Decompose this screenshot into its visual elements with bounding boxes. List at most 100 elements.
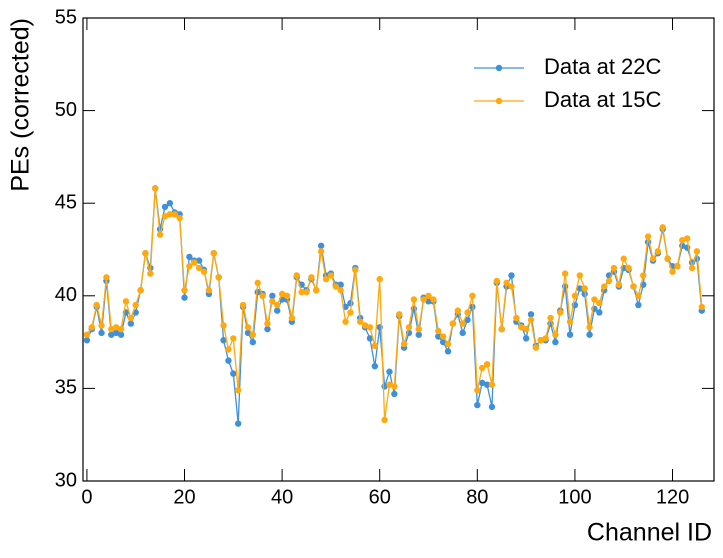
data-point <box>444 340 452 348</box>
data-point <box>444 348 452 355</box>
data-point <box>186 262 193 270</box>
legend-label: Data at 22C <box>544 54 662 79</box>
data-point <box>391 383 398 390</box>
data-point <box>674 262 681 270</box>
data-point <box>152 185 159 192</box>
data-point <box>361 322 369 329</box>
data-point <box>132 301 139 309</box>
data-point <box>576 272 583 279</box>
data-point <box>654 248 662 255</box>
x-axis-label: Channel ID <box>587 519 712 547</box>
data-point <box>561 270 569 277</box>
data-point <box>586 324 593 331</box>
x-tick-label: 80 <box>466 486 488 508</box>
data-point <box>117 325 125 333</box>
data-point <box>527 311 535 318</box>
data-point <box>425 298 432 305</box>
data-point <box>274 301 281 309</box>
data-point <box>103 274 110 281</box>
data-point <box>191 259 198 266</box>
data-point <box>605 277 613 285</box>
data-point <box>337 287 344 294</box>
data-point <box>435 327 442 335</box>
data-point <box>537 337 544 344</box>
data-point <box>483 381 491 388</box>
x-tick-label: 40 <box>271 486 293 508</box>
data-point <box>195 257 203 264</box>
legend-marker <box>495 64 503 72</box>
data-point <box>615 281 623 288</box>
data-point <box>283 292 291 299</box>
x-tick-label: 20 <box>173 486 195 508</box>
plot-frame <box>82 17 715 482</box>
data-point <box>122 298 130 305</box>
y-axis-label: PEs (corrected) <box>7 18 35 192</box>
data-point <box>449 320 457 327</box>
data-point <box>435 333 442 340</box>
data-point <box>688 264 696 272</box>
data-point <box>625 264 632 272</box>
data-point <box>415 325 422 333</box>
data-point <box>278 290 286 298</box>
data-point <box>244 329 252 337</box>
data-point <box>552 338 559 346</box>
data-point <box>259 292 266 299</box>
data-point <box>557 309 564 316</box>
y-tick-label: 55 <box>55 6 77 28</box>
data-point <box>239 301 247 309</box>
data-point <box>317 248 325 255</box>
data-point <box>459 320 466 327</box>
data-point <box>166 200 174 207</box>
data-point <box>371 362 379 370</box>
data-point <box>288 314 296 322</box>
data-point <box>269 298 276 305</box>
data-point <box>156 231 164 238</box>
data-point <box>234 387 242 394</box>
data-point <box>254 279 261 287</box>
data-point <box>108 325 115 333</box>
data-point <box>108 331 115 338</box>
data-point <box>644 233 652 240</box>
data-point <box>342 318 349 325</box>
data-point <box>381 416 388 424</box>
data-point <box>230 370 237 377</box>
data-point <box>215 274 222 281</box>
data-point <box>386 381 393 388</box>
data-point <box>161 212 169 220</box>
x-tick-label: 60 <box>369 486 391 508</box>
data-point <box>581 290 588 298</box>
data-point <box>313 287 320 294</box>
data-point <box>171 211 178 218</box>
data-point <box>200 268 208 275</box>
data-point <box>581 285 588 292</box>
data-point <box>459 329 466 337</box>
data-point <box>127 320 135 327</box>
data-point <box>88 324 95 331</box>
data-point <box>220 337 227 344</box>
data-point <box>493 277 501 285</box>
data-point <box>142 250 149 257</box>
data-point <box>474 387 481 394</box>
data-point <box>166 211 174 218</box>
data-point <box>356 318 364 325</box>
data-point <box>454 307 461 314</box>
data-point <box>337 281 344 288</box>
data-point <box>303 288 310 296</box>
y-tick-label: 50 <box>55 99 77 121</box>
data-point <box>244 324 252 331</box>
data-point <box>269 292 276 299</box>
x-tick-label: 0 <box>81 486 92 508</box>
data-point <box>542 335 549 342</box>
legend-label: Data at 15C <box>544 87 662 112</box>
data-point <box>161 203 169 211</box>
data-point <box>640 272 647 279</box>
data-point <box>117 331 125 338</box>
data-point <box>513 314 520 322</box>
data-point <box>552 331 559 338</box>
data-point <box>664 255 671 262</box>
data-point <box>181 294 188 301</box>
data-point <box>498 325 505 333</box>
y-tick-label: 45 <box>55 191 77 213</box>
data-point <box>439 333 447 340</box>
